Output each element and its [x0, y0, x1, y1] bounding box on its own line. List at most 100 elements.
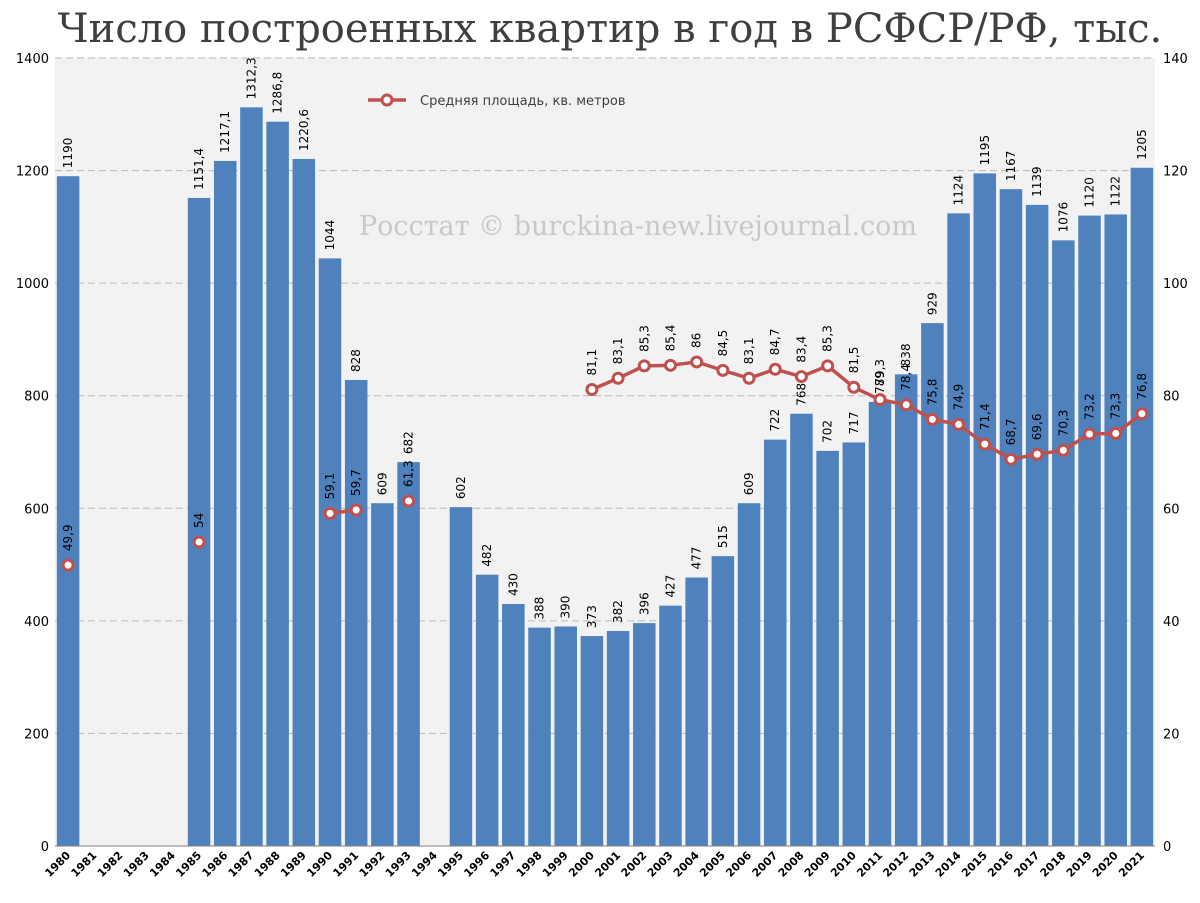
bar-data-label: 682 [402, 431, 416, 454]
plot-area [55, 58, 1155, 846]
x-axis-tick-label: 2020 [1090, 849, 1121, 880]
line-data-label: 85,3 [821, 325, 835, 352]
bar-data-label: 1139 [1030, 166, 1044, 197]
bar-data-label: 1217,1 [218, 111, 232, 153]
bar-data-label: 427 [663, 575, 677, 598]
x-axis-tick-label: 2010 [828, 849, 859, 880]
bar-data-label: 602 [454, 476, 468, 499]
bar-data-label: 609 [375, 472, 389, 495]
bar [344, 379, 368, 846]
legend-label: Средняя площадь, кв. метров [420, 94, 626, 109]
bar-data-label: 1076 [1056, 202, 1070, 233]
line-data-label: 78,4 [899, 364, 913, 391]
line-point [690, 355, 704, 369]
left-axis-tick-label: 200 [24, 727, 49, 742]
right-axis-tick-label: 20 [1163, 727, 1180, 742]
line-data-label: 59,7 [349, 469, 363, 496]
line-point [192, 535, 206, 549]
line-point [794, 370, 808, 384]
bar-data-label: 1120 [1083, 177, 1097, 208]
line-point [768, 362, 782, 376]
x-axis-tick-label: 1981 [69, 849, 100, 880]
bar [842, 442, 866, 846]
x-axis-tick-label: 2017 [1011, 849, 1042, 880]
line-point [873, 393, 887, 407]
bar-data-label: 609 [742, 472, 756, 495]
line-point [1109, 426, 1123, 440]
right-axis: 0 20 40 60 80 100 120 140 [1163, 52, 1188, 855]
x-axis-tick-label: 2008 [776, 849, 807, 880]
x-axis-tick-label: 2004 [671, 849, 702, 880]
bar [1052, 240, 1075, 846]
bar-data-label: 789 [873, 371, 887, 394]
x-axis-tick-label: 1983 [121, 849, 152, 880]
x-axis-tick-label: 1997 [488, 849, 519, 880]
bar-data-label: 482 [480, 544, 494, 567]
bar [292, 158, 316, 847]
line-point [1030, 447, 1044, 461]
x-axis-tick-label: 1987 [226, 849, 257, 880]
x-axis-tick-label: 2014 [933, 849, 964, 880]
bar-labels: 1190 1151,4 1217,1 1312,3 1286,8 1220,6 1044 82… [61, 57, 1149, 628]
line-point [585, 383, 599, 397]
line-point [1056, 443, 1070, 457]
line-labels: 49,9 54 59,1 59,7 61,3 81,1 83,1 85,3 85,4 86 84,5… [61, 325, 1149, 552]
bar-data-label: 929 [925, 292, 939, 315]
bar [240, 107, 263, 847]
bar-data-label: 396 [637, 592, 651, 615]
bar [266, 121, 289, 846]
bar-data-label: 1151,4 [192, 148, 206, 190]
bar [528, 627, 551, 846]
bar-data-label: 1286,8 [271, 72, 285, 114]
bar [999, 189, 1023, 846]
bar [790, 413, 813, 846]
line-data-label: 73,3 [1109, 393, 1123, 420]
x-axis-tick-label: 1986 [200, 849, 231, 880]
line-segment [591, 360, 1143, 462]
legend-marker [380, 93, 394, 107]
x-axis-tick-label: 1999 [540, 849, 571, 880]
left-axis-tick-label: 800 [24, 390, 49, 405]
bar-series [56, 107, 1154, 847]
line-point [847, 380, 861, 394]
bar [187, 197, 211, 847]
x-axis-tick-label: 2016 [985, 849, 1016, 880]
x-axis-tick-label: 2019 [1064, 849, 1095, 880]
line-point [1135, 407, 1149, 421]
bar [763, 439, 787, 846]
x-axis-tick-label: 1982 [95, 849, 126, 880]
bar [475, 574, 499, 846]
line-data-label: 68,7 [1004, 419, 1018, 446]
left-axis-tick-label: 0 [41, 840, 49, 855]
x-axis-tick-label: 1992 [357, 849, 388, 880]
bar [606, 630, 630, 846]
bar-data-label: 702 [821, 420, 835, 443]
bar-data-label: 1167 [1004, 151, 1018, 182]
bar [397, 462, 420, 846]
x-axis-tick-label: 1996 [461, 849, 492, 880]
line-point [716, 363, 730, 377]
bar-data-label: 477 [690, 547, 704, 570]
right-axis-tick-label: 120 [1163, 165, 1188, 180]
bar [711, 556, 735, 846]
line-point [663, 358, 677, 372]
line-point [637, 359, 651, 373]
line-point [61, 558, 75, 572]
x-axis-tick-label: 1991 [330, 849, 361, 880]
x-axis-tick-label: 2005 [697, 849, 728, 880]
x-axis-tick-label: 2007 [750, 849, 781, 880]
bar [449, 507, 473, 846]
line-data-label: 76,8 [1135, 373, 1149, 400]
line-point [1083, 427, 1097, 441]
bar [1130, 167, 1154, 846]
legend: Средняя площадь, кв. метров [368, 93, 626, 109]
line-data-label: 83,1 [611, 338, 625, 365]
line-data-label: 70,3 [1056, 410, 1070, 437]
bar [554, 626, 577, 846]
bar-data-label: 1190 [61, 138, 75, 169]
bar [868, 401, 892, 846]
bar-data-label: 1205 [1135, 129, 1149, 160]
bar-data-label: 373 [585, 605, 599, 628]
